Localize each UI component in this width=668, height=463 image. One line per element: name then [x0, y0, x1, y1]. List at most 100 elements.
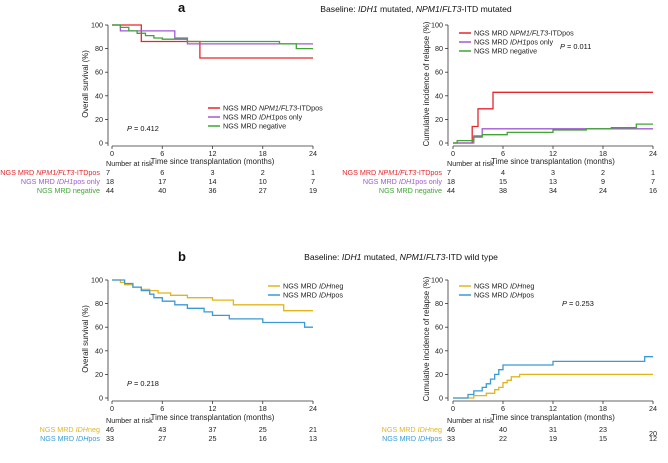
risk-value: 1 — [651, 168, 655, 177]
risk-value: 27 — [158, 434, 166, 443]
risk-value: 3 — [211, 168, 215, 177]
p-value: P = 0.412 — [127, 124, 159, 133]
risk-value: 23 — [599, 425, 607, 434]
y-tick-label: 60 — [95, 323, 103, 332]
title-part: Baseline: — [320, 4, 358, 14]
series-line-yellow — [453, 373, 653, 399]
series-line-red — [453, 91, 653, 144]
risk-value: 46 — [447, 425, 455, 434]
risk-value: 13 — [549, 177, 557, 186]
panel-b-letter: b — [178, 249, 186, 264]
risk-value: 44 — [106, 186, 114, 195]
x-tick-label: 0 — [451, 404, 455, 413]
risk-row-label: NGS MRD negative — [37, 186, 100, 195]
risk-row-label: NGS MRD IDH1pos only — [21, 177, 101, 186]
p-value: P = 0.011 — [560, 42, 591, 51]
risk-row-label: NGS MRD IDH1pos only — [363, 177, 443, 186]
y-tick-label: 80 — [95, 44, 103, 53]
y-axis-label: Overall survival (%) — [81, 50, 90, 118]
y-tick-label: 40 — [435, 91, 443, 100]
risk-value: 34 — [549, 186, 557, 195]
risk-value: 9 — [601, 177, 605, 186]
series-line-red — [112, 24, 313, 59]
x-tick-label: 6 — [160, 404, 164, 413]
risk-value: 3 — [551, 168, 555, 177]
x-tick-label: 0 — [110, 404, 114, 413]
y-tick-label: 40 — [435, 346, 443, 355]
title-part: NPM1 — [400, 252, 424, 262]
legend-label: NGS MRD NPM1/FLT3-ITDpos — [223, 104, 323, 113]
risk-table: Number at risk NGS MRD IDHneg 46 40 31 23 20 NG… — [382, 416, 657, 443]
x-tick-label: 6 — [160, 149, 164, 158]
x-tick-label: 12 — [549, 149, 557, 158]
y-axis-label: Cumulative incidence of relapse (%) — [422, 21, 431, 146]
legend-label: NGS MRD NPM1/FLT3-ITDpos — [474, 29, 574, 38]
risk-value: 1 — [311, 168, 315, 177]
y-tick-label: 20 — [435, 370, 443, 379]
y-tick-label: 20 — [95, 370, 103, 379]
risk-table-header: Number at risk — [447, 416, 494, 425]
legend-label: NGS MRD IDH1pos only — [223, 113, 303, 122]
risk-value: 20 — [649, 429, 657, 438]
title-part: FLT3 — [442, 4, 462, 14]
risk-value: 15 — [499, 177, 507, 186]
risk-value: 7 — [447, 168, 451, 177]
y-tick-label: 0 — [439, 394, 443, 403]
risk-value: 21 — [309, 425, 317, 434]
risk-row-label: NGS MRD IDHpos — [40, 434, 100, 443]
risk-value: 43 — [158, 425, 166, 434]
x-tick-label: 12 — [209, 149, 217, 158]
risk-value: 33 — [447, 434, 455, 443]
p-value: P = 0.253 — [562, 299, 594, 308]
x-tick-label: 6 — [501, 404, 505, 413]
risk-value: 25 — [209, 434, 217, 443]
x-tick-label: 18 — [599, 404, 607, 413]
panel-a-letter: a — [178, 0, 186, 15]
title-part: FLT3 — [426, 252, 446, 262]
risk-value: 37 — [209, 425, 217, 434]
risk-value: 46 — [106, 425, 114, 434]
chart-b_cir: 0 20 40 60 80 100 0 6 12 18 24 Time since transplan… — [382, 276, 657, 444]
risk-table: Number at risk NGS MRD NPM1/FLT3-ITDpos 7 4… — [342, 159, 657, 195]
risk-row-label: NGS MRD NPM1/FLT3-ITDpos — [0, 168, 100, 177]
risk-value: 22 — [499, 434, 507, 443]
y-tick-label: 40 — [95, 91, 103, 100]
p-value: P = 0.218 — [127, 379, 159, 388]
risk-value: 38 — [499, 186, 507, 195]
x-tick-label: 0 — [451, 149, 455, 158]
risk-value: 18 — [106, 177, 114, 186]
x-tick-label: 18 — [259, 149, 267, 158]
risk-row-label: NGS MRD IDHneg — [40, 425, 100, 434]
y-tick-label: 60 — [95, 68, 103, 77]
legend-label: NGS MRD IDHpos — [283, 291, 343, 300]
risk-value: 19 — [549, 434, 557, 443]
risk-row-label: NGS MRD negative — [379, 186, 442, 195]
y-tick-label: 60 — [435, 68, 443, 77]
y-tick-label: 80 — [435, 299, 443, 308]
risk-value: 44 — [447, 186, 455, 195]
x-tick-label: 18 — [259, 404, 267, 413]
x-tick-label: 12 — [549, 404, 557, 413]
legend-label: NGS MRD IDHpos — [474, 291, 534, 300]
y-tick-label: 80 — [95, 299, 103, 308]
risk-table: Number at risk NGS MRD NPM1/FLT3-ITDpos 7 6… — [0, 159, 317, 195]
chart-b_os: 0 20 40 60 80 100 0 6 12 18 24 Time since transplan… — [40, 276, 344, 444]
panel-a-baseline-title: Baseline: IDH1 mutated, NPM1/FLT3-ITD mu… — [320, 4, 512, 14]
series-line-green — [112, 24, 313, 50]
title-part: mutated, — [361, 252, 399, 262]
risk-value: 16 — [649, 186, 657, 195]
title-part: IDH1 — [358, 4, 378, 14]
risk-value: 17 — [158, 177, 166, 186]
risk-table-header: Number at risk — [106, 416, 153, 425]
risk-table-header: Number at risk — [447, 159, 494, 168]
y-tick-label: 100 — [431, 276, 443, 285]
title-part: -ITD mutated — [462, 4, 512, 14]
risk-row-label: NGS MRD IDHneg — [382, 425, 442, 434]
x-tick-label: 6 — [501, 149, 505, 158]
y-tick-label: 0 — [99, 394, 103, 403]
x-axis-label: Time since transplantation (months) — [491, 413, 615, 422]
x-axis-label: Time since transplantation (months) — [151, 157, 275, 166]
